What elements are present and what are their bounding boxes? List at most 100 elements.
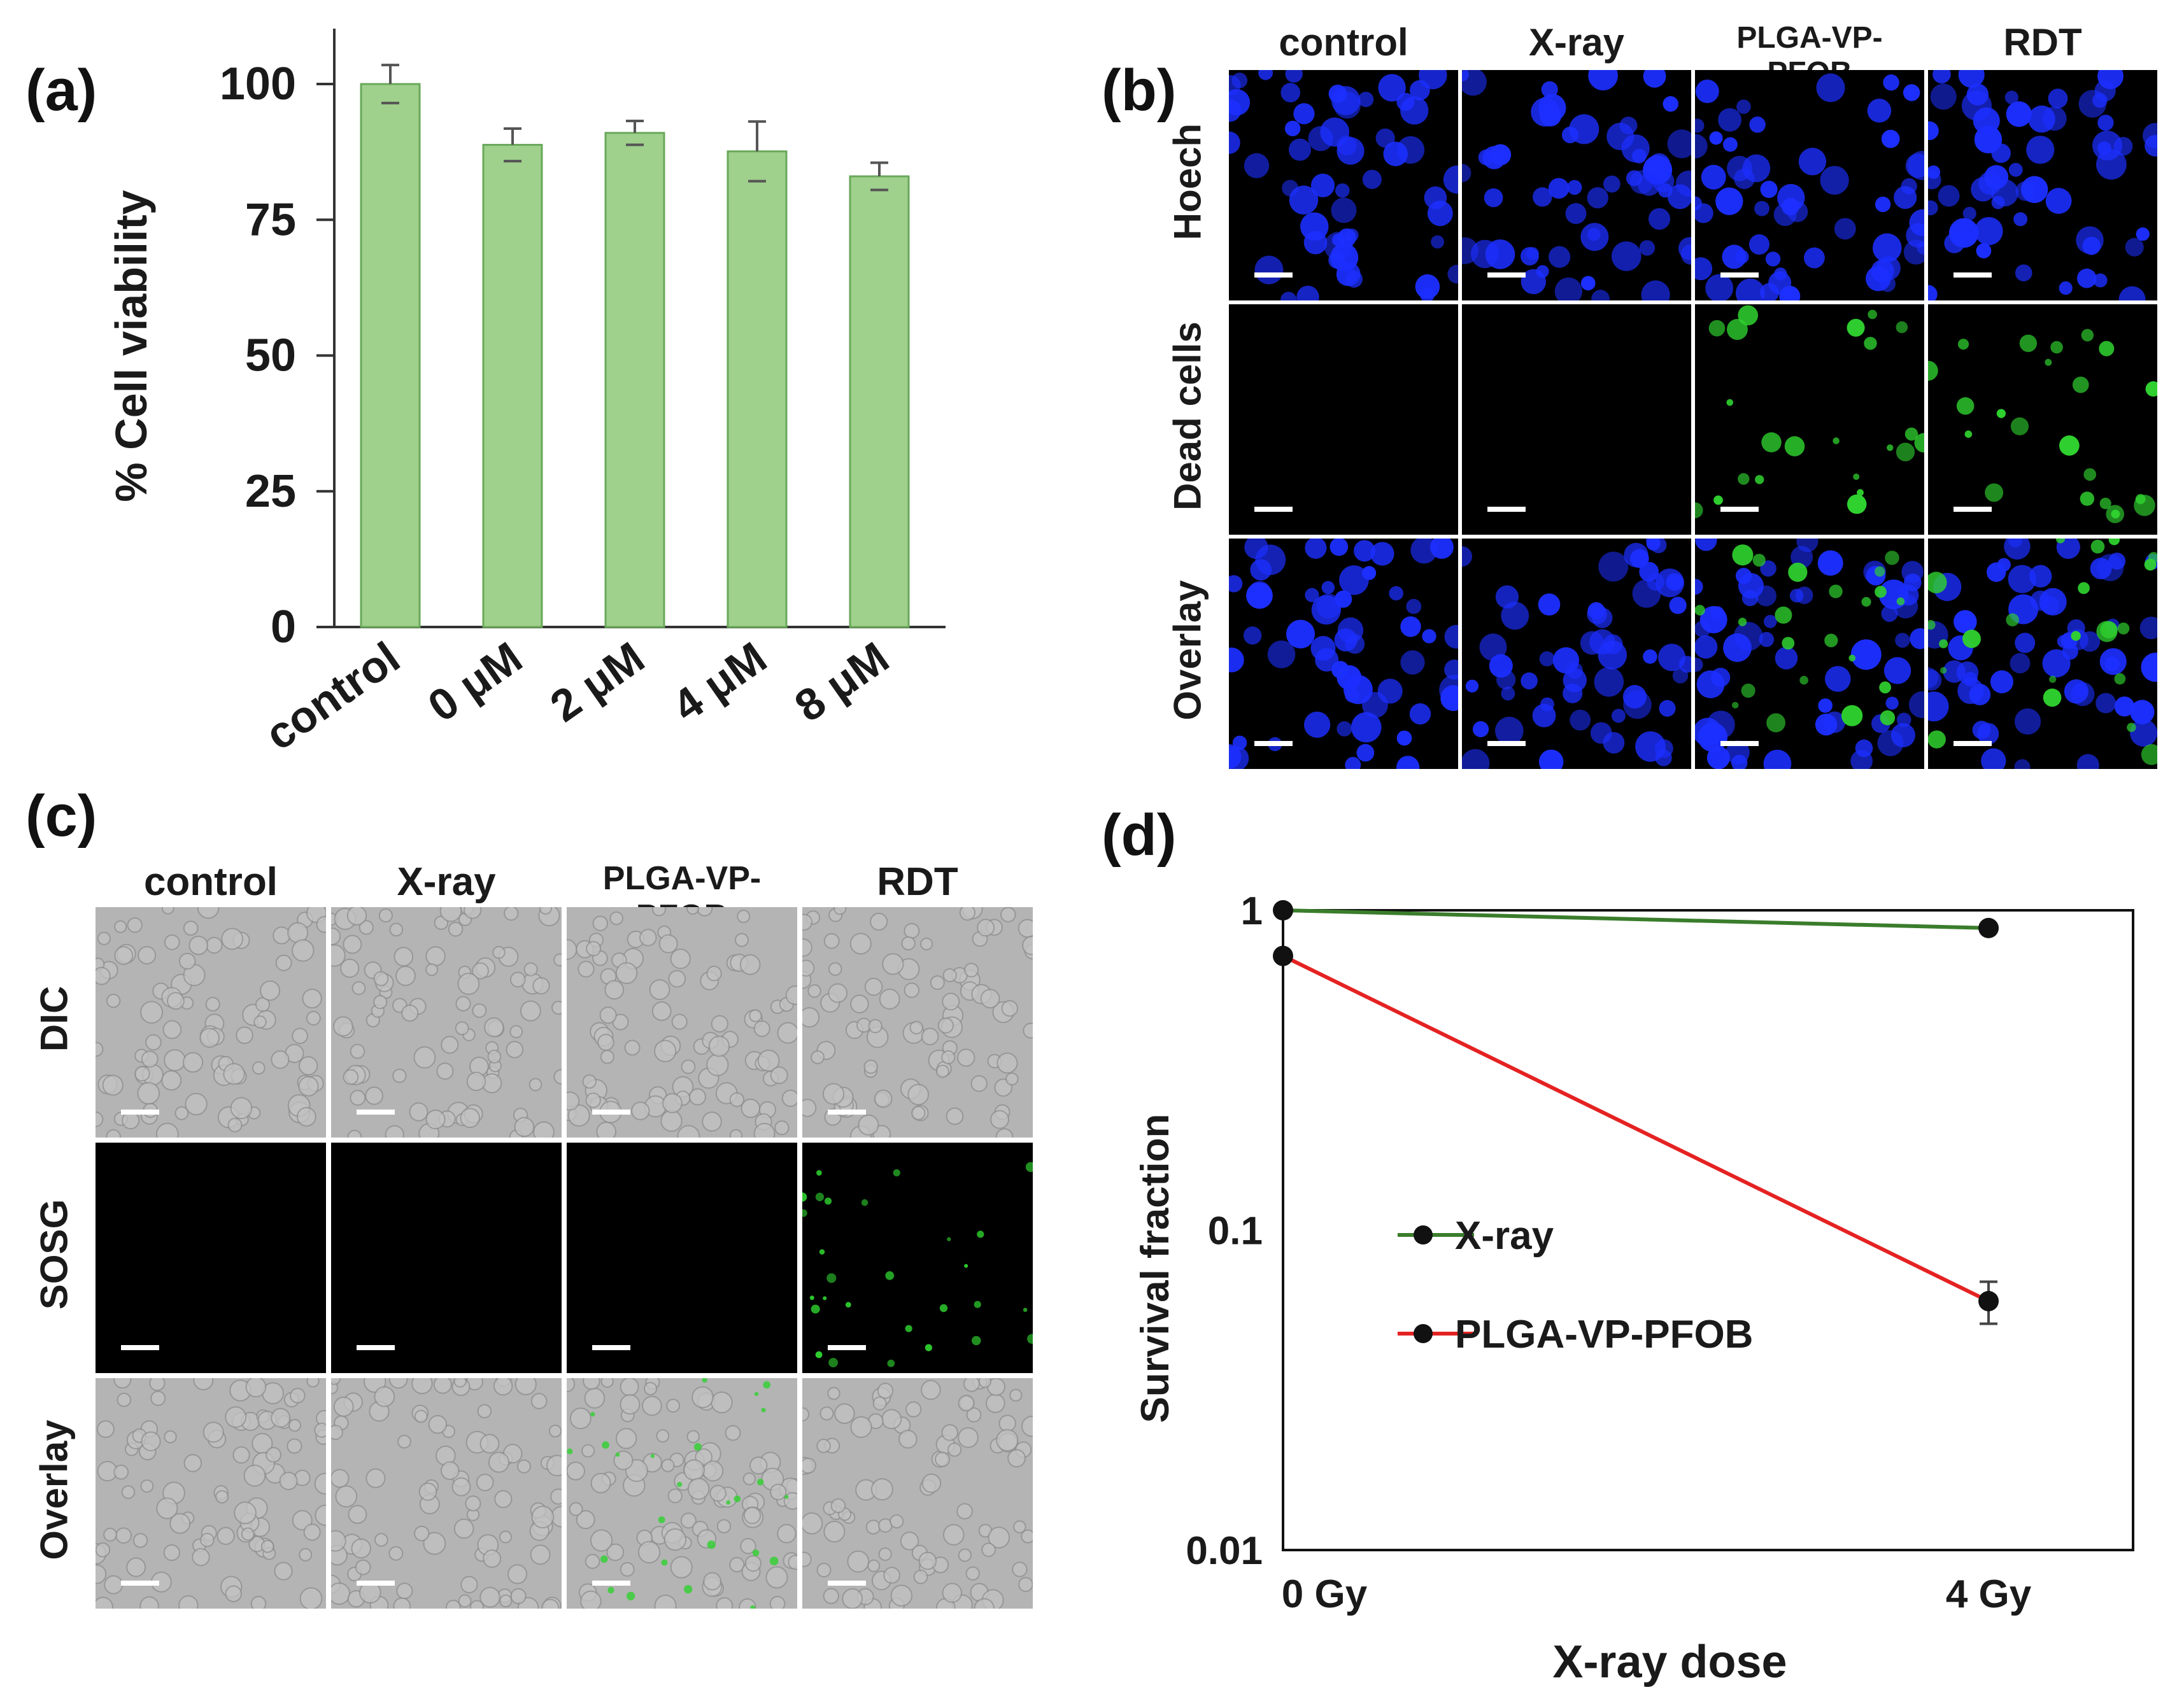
series-line: [1282, 954, 1990, 1303]
line-chart-axes: 0.01 0.1 1 0 Gy 4 Gy X-ray dose Survival fract…: [1133, 889, 2134, 1688]
row-header: Overlay: [1166, 580, 1209, 721]
series-line: [1282, 908, 1989, 930]
y-axis-label: % Cell viability: [106, 190, 156, 502]
scale-bar: [1487, 741, 1526, 746]
micrograph-tile: [567, 907, 797, 1138]
micrograph-tile: [1462, 70, 1691, 300]
cells-image: [1229, 539, 1458, 769]
cells-image: [802, 907, 1033, 1138]
scale-bar: [357, 1345, 395, 1350]
x-tick-label: 4 Gy: [1946, 1572, 2032, 1616]
row-header: Overlay: [32, 1420, 76, 1560]
cells-image: [96, 1143, 326, 1373]
x-tick-label: 0 Gy: [1282, 1572, 1368, 1616]
x-tick-label: 2 μM: [541, 632, 653, 731]
cells-image: [1462, 304, 1691, 535]
cells-image: [1695, 305, 1924, 519]
column-header: X-ray: [397, 860, 496, 904]
plot-frame: [1282, 909, 2134, 1551]
scale-bar: [828, 1581, 866, 1586]
bar: [727, 150, 788, 628]
y-tick-label: 1: [1241, 889, 1263, 933]
cells-image: [96, 1378, 326, 1609]
scale-bar: [121, 1345, 159, 1350]
row-header: Hoech: [1166, 123, 1209, 241]
panel-d-label: (d): [1102, 803, 1177, 868]
row-header: SOSG: [32, 1199, 76, 1310]
data-point: [1273, 945, 1293, 966]
x-tick-label: 8 μM: [786, 632, 897, 731]
scale-bar: [357, 1581, 395, 1586]
micrograph-tile: [1928, 539, 2157, 769]
y-axis-label: Survival fraction: [1133, 1114, 1177, 1423]
legend-label: PLGA-VP-PFOB: [1455, 1313, 1753, 1357]
data-point: [1978, 1290, 1999, 1311]
y-tick-label: 75: [245, 194, 296, 245]
cells-image: [567, 1143, 797, 1373]
scale-bar: [828, 1110, 866, 1115]
cells-image: [1462, 539, 1691, 769]
scale-bar: [1720, 507, 1759, 512]
sosg-grid: controlX-rayPLGA-VP-PFOBRDTDICSOSGOverla…: [25, 847, 1044, 1636]
micrograph-tile: [96, 1378, 326, 1609]
row-header: DIC: [32, 985, 76, 1052]
x-tick-label: 4 μM: [663, 632, 775, 731]
panel-b-label: (b): [1102, 58, 1177, 123]
cells-image: [1695, 73, 1924, 300]
cells-image: [1928, 539, 2157, 769]
y-tick-label: 0.01: [1186, 1529, 1263, 1573]
micrograph-tile: [1695, 70, 1924, 300]
column-header: control: [1279, 21, 1408, 64]
bar: [604, 132, 665, 628]
cells-image: [567, 1378, 797, 1609]
scale-bar: [121, 1110, 159, 1115]
scale-bar: [1720, 741, 1759, 746]
micrograph-tile: [1229, 304, 1458, 535]
data-point: [1978, 917, 1999, 938]
column-header: X-ray: [1528, 21, 1625, 64]
scale-bar: [1720, 272, 1759, 278]
cells-image: [1928, 328, 2157, 523]
data-point: [1273, 900, 1293, 920]
micrograph-tile: [567, 1378, 797, 1609]
column-header: RDT: [2003, 21, 2082, 64]
micrograph-tile: [96, 907, 326, 1138]
scale-bar: [1954, 741, 1992, 746]
cells-image: [1229, 304, 1458, 535]
micrograph-tile: [567, 1143, 797, 1373]
micrograph-tile: [802, 907, 1033, 1138]
micrograph-tile: [1229, 539, 1458, 769]
cells-image: [1695, 539, 1924, 769]
scale-bar: [592, 1110, 630, 1115]
scale-bar: [592, 1581, 630, 1586]
column-header: control: [143, 860, 278, 904]
row-header: Dead cells: [1166, 321, 1209, 511]
cells-image: [331, 1143, 562, 1373]
micrograph-tile: [331, 1143, 562, 1373]
micrograph-tile: [1462, 304, 1691, 535]
y-tick-label: 25: [245, 466, 296, 517]
micrograph-tile: [1695, 304, 1924, 535]
cells-image: [802, 1162, 1033, 1367]
scale-bar: [1254, 741, 1293, 746]
micrograph-tile: [1462, 539, 1691, 769]
y-tick-label: 50: [245, 330, 296, 381]
scale-bar: [1487, 272, 1526, 278]
micrograph-tile: [96, 1143, 326, 1373]
legend-marker: [1414, 1324, 1433, 1343]
y-tick-label: 0.1: [1208, 1209, 1263, 1253]
micrograph-tile: [331, 1378, 562, 1609]
line-chart-legend: X-ray PLGA-VP-PFOB: [1398, 1214, 1753, 1357]
scale-bar: [592, 1345, 630, 1350]
cells-image: [1229, 70, 1458, 300]
cells-image: [567, 907, 797, 1138]
cells-image: [331, 1378, 562, 1609]
x-axis-label: X-ray dose: [1552, 1637, 1787, 1688]
micrograph-tile: [1928, 70, 2157, 300]
scale-bar: [121, 1581, 159, 1586]
scale-bar: [1254, 272, 1293, 278]
cells-image: [1462, 70, 1691, 300]
bar: [849, 175, 910, 628]
bar: [482, 144, 543, 628]
